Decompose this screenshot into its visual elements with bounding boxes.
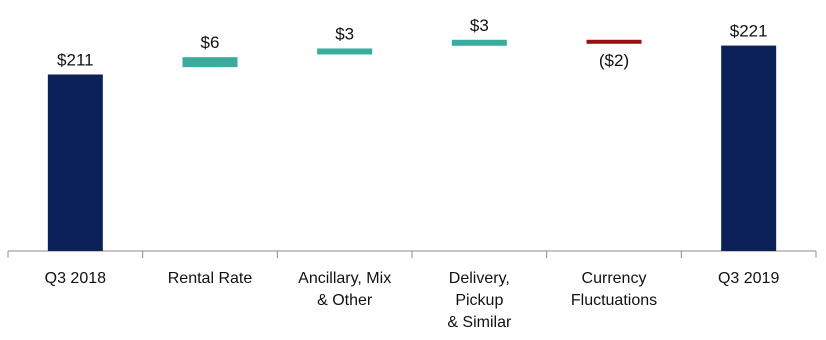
category-label: Q3 2018 <box>45 270 106 287</box>
category-labels: Q3 2018 Rental Rate Ancillary, Mix & Other D… <box>45 270 780 331</box>
category-label: Q3 2019 <box>718 270 779 287</box>
category-label: Pickup <box>455 292 503 309</box>
x-axis-ticks <box>7 251 817 258</box>
category-label: & Similar <box>447 314 512 331</box>
category-label: Rental Rate <box>168 270 253 287</box>
bar-total <box>47 74 103 251</box>
data-label: $3 <box>335 24 354 43</box>
bars <box>47 39 777 251</box>
category-label: & Other <box>317 292 373 309</box>
value-labels: $211 $6 $3 $3 ($2) $221 <box>57 16 768 70</box>
category-label: Ancillary, Mix <box>298 270 391 287</box>
data-label: $6 <box>201 33 220 52</box>
bar-increase <box>182 57 238 68</box>
bar-total <box>721 45 777 251</box>
data-label: $221 <box>730 22 768 41</box>
bar-increase <box>451 39 507 46</box>
category-label: Delivery, <box>449 270 510 287</box>
bar-decrease <box>586 39 642 44</box>
category-label: Fluctuations <box>571 292 657 309</box>
data-label: ($2) <box>599 51 629 70</box>
data-label: $3 <box>470 16 489 35</box>
bar-increase <box>317 48 373 55</box>
data-label: $211 <box>57 51 94 70</box>
category-label: Currency <box>582 270 647 287</box>
